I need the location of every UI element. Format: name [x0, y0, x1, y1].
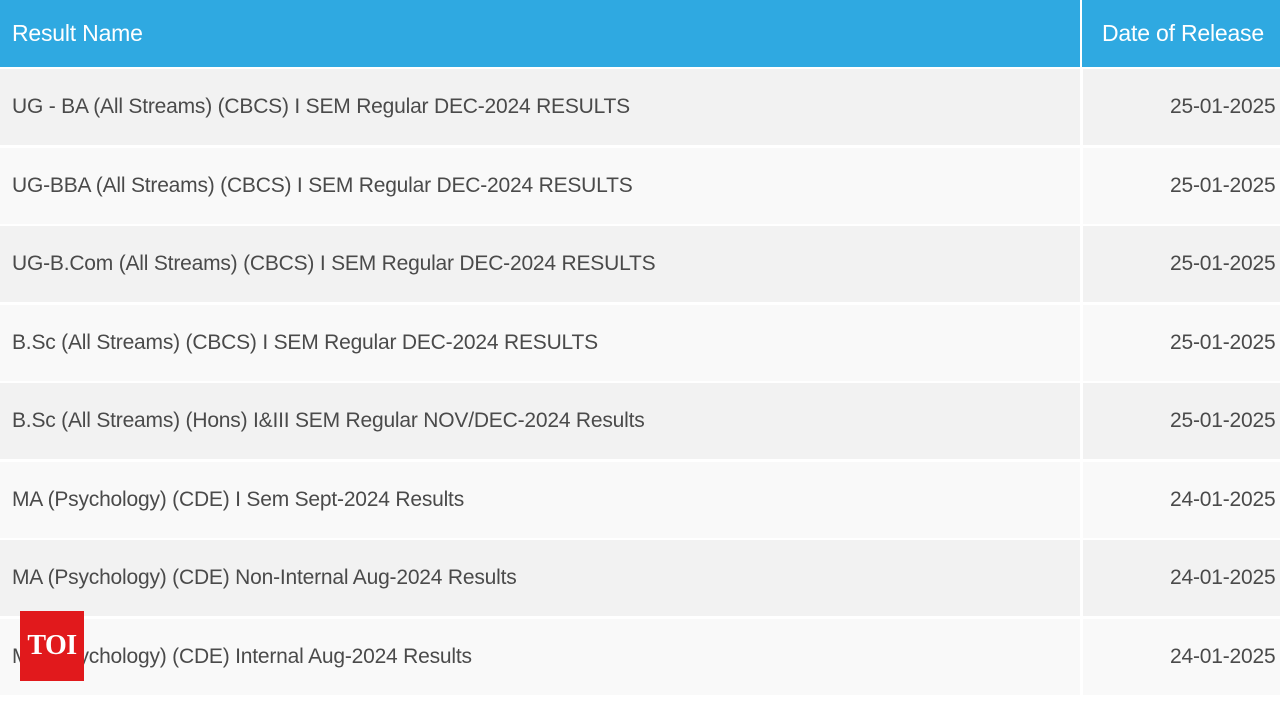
result-link[interactable]: MA (Psychology) (CDE) Non-Internal Aug-2…	[0, 540, 1080, 616]
table-header: Result Name Date of Release	[0, 0, 1280, 67]
result-link[interactable]: MA (Psychology) (CDE) I Sem Sept-2024 Re…	[0, 461, 1080, 538]
release-date: 25-01-2025	[1080, 304, 1280, 381]
release-date: 25-01-2025	[1080, 226, 1280, 302]
result-link[interactable]: B.Sc (All Streams) (CBCS) I SEM Regular …	[0, 304, 1080, 381]
table-row: MA (Psychology) (CDE) Non-Internal Aug-2…	[0, 540, 1280, 616]
release-date: 24-01-2025	[1080, 461, 1280, 538]
result-link[interactable]: MA (Psychology) (CDE) Internal Aug-2024 …	[0, 618, 1080, 695]
result-link[interactable]: UG - BA (All Streams) (CBCS) I SEM Regul…	[0, 69, 1080, 145]
table-row: B.Sc (All Streams) (CBCS) I SEM Regular …	[0, 304, 1280, 381]
result-link[interactable]: UG-BBA (All Streams) (CBCS) I SEM Regula…	[0, 147, 1080, 224]
header-result-name[interactable]: Result Name	[0, 0, 1080, 67]
release-date: 25-01-2025	[1080, 147, 1280, 224]
toi-logo: TOI	[20, 611, 84, 681]
table-row: MA (Psychology) (CDE) Internal Aug-2024 …	[0, 618, 1280, 695]
release-date: 24-01-2025	[1080, 540, 1280, 616]
table-row: UG-B.Com (All Streams) (CBCS) I SEM Regu…	[0, 226, 1280, 302]
result-link[interactable]: UG-B.Com (All Streams) (CBCS) I SEM Regu…	[0, 226, 1080, 302]
table-row: MA (Psychology) (CDE) I Sem Sept-2024 Re…	[0, 461, 1280, 538]
table-row: B.Sc (All Streams) (Hons) I&III SEM Regu…	[0, 383, 1280, 459]
release-date: 24-01-2025	[1080, 618, 1280, 695]
header-date-of-release[interactable]: Date of Release	[1080, 0, 1280, 67]
release-date: 25-01-2025	[1080, 383, 1280, 459]
table-row: UG-BBA (All Streams) (CBCS) I SEM Regula…	[0, 147, 1280, 224]
table-row: UG - BA (All Streams) (CBCS) I SEM Regul…	[0, 69, 1280, 145]
release-date: 25-01-2025	[1080, 69, 1280, 145]
result-link[interactable]: B.Sc (All Streams) (Hons) I&III SEM Regu…	[0, 383, 1080, 459]
table-body: UG - BA (All Streams) (CBCS) I SEM Regul…	[0, 69, 1280, 697]
